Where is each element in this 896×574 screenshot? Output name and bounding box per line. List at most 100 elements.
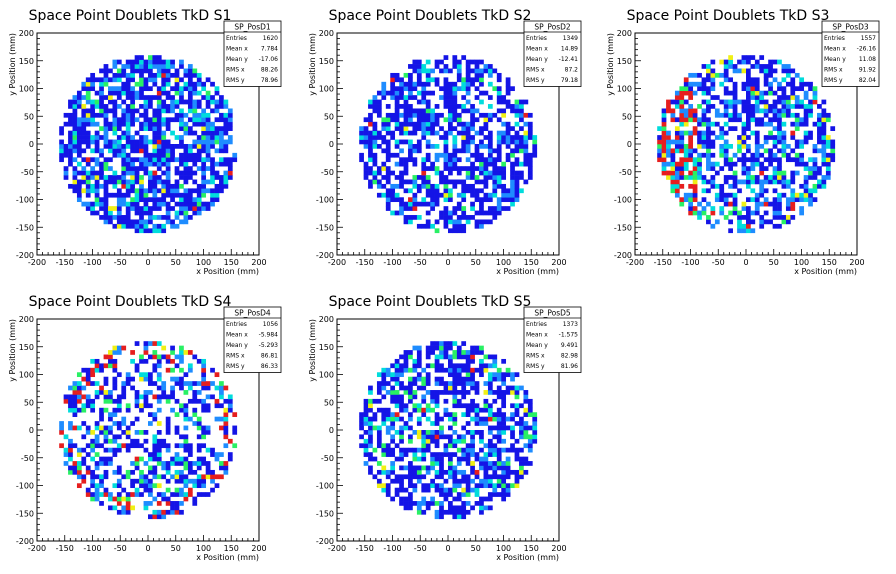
heatmap-cell <box>465 81 471 87</box>
heatmap-cell <box>701 77 707 83</box>
heatmap-cell <box>201 130 207 136</box>
heatmap-cell <box>701 144 707 149</box>
heatmap-cell <box>81 126 87 131</box>
heatmap-cell <box>519 112 524 118</box>
heatmap-cell <box>439 354 444 360</box>
heatmap-cell <box>661 152 667 158</box>
heatmap-cell <box>456 390 462 395</box>
heatmap-cell <box>710 175 716 180</box>
heatmap-cell <box>679 139 685 145</box>
heatmap-cell <box>479 434 484 440</box>
heatmap-cell <box>412 465 418 471</box>
y-tick-label: -100 <box>316 482 334 491</box>
heatmap-cell <box>130 385 135 391</box>
heatmap-cell <box>470 139 475 145</box>
heatmap-cell <box>803 175 809 180</box>
heatmap-cell <box>434 192 440 198</box>
heatmap-cell <box>183 381 189 386</box>
heatmap-cell <box>90 469 96 475</box>
heatmap-cell <box>519 144 524 149</box>
heatmap-cell <box>772 139 778 145</box>
heatmap-cell <box>412 430 418 435</box>
heatmap-cell <box>68 130 73 136</box>
heatmap-cell <box>505 90 511 96</box>
heatmap-cell <box>439 465 444 471</box>
heatmap-cell <box>768 81 773 87</box>
heatmap-cell <box>785 104 791 109</box>
heatmap-cell <box>214 416 220 422</box>
heatmap-cell <box>390 77 396 83</box>
heatmap-cell <box>363 421 369 426</box>
heatmap-cell <box>501 398 507 404</box>
heatmap-cell <box>116 407 122 413</box>
heatmap-cell <box>394 90 400 96</box>
heatmap-cell <box>501 121 507 127</box>
heatmap-cell <box>448 363 453 369</box>
heatmap-cell <box>408 492 413 497</box>
heatmap-cell <box>223 443 229 449</box>
heatmap-cell <box>439 345 444 351</box>
heatmap-cell <box>205 179 211 185</box>
heatmap-cell <box>139 157 144 163</box>
heatmap-cell <box>381 139 387 145</box>
heatmap-cell <box>112 112 118 118</box>
heatmap-cell <box>134 363 140 369</box>
heatmap-cell <box>108 175 113 180</box>
heatmap-cell <box>657 157 662 163</box>
heatmap-cell <box>196 434 202 440</box>
heatmap-cell <box>487 403 493 409</box>
heatmap-cell <box>514 452 520 457</box>
heatmap-cell <box>170 509 175 515</box>
heatmap-cell <box>777 135 782 140</box>
heatmap-cell <box>403 425 409 431</box>
stats-row-value: 81.96 <box>561 363 578 370</box>
heatmap-cell <box>363 130 369 136</box>
heatmap-cell <box>143 161 149 167</box>
heatmap-cell <box>192 496 198 502</box>
heatmap-cell <box>710 206 716 211</box>
heatmap-cell <box>223 465 229 471</box>
heatmap-cell <box>479 139 484 145</box>
heatmap-cell <box>416 474 422 480</box>
heatmap-cell <box>470 350 475 355</box>
heatmap-cell <box>99 390 104 395</box>
heatmap-cell <box>443 157 449 163</box>
heatmap-cell <box>697 175 702 180</box>
x-tick-label: 200 <box>849 258 864 267</box>
heatmap-cell <box>519 465 524 471</box>
heatmap-cell <box>772 112 778 118</box>
heatmap-cell <box>103 492 109 497</box>
heatmap-cell <box>403 385 409 391</box>
heatmap-cell <box>461 86 467 92</box>
heatmap-cell <box>390 197 396 203</box>
heatmap-cell <box>130 117 135 123</box>
heatmap-cell <box>223 148 229 154</box>
heatmap-cell <box>479 68 484 74</box>
heatmap-cell <box>688 139 694 145</box>
heatmap-cell <box>130 144 135 149</box>
heatmap-cell <box>732 126 738 131</box>
heatmap-cell <box>139 126 144 131</box>
heatmap-cell <box>390 496 396 502</box>
heatmap-cell <box>94 157 100 163</box>
heatmap-cell <box>728 55 733 60</box>
heatmap-cell <box>790 206 796 211</box>
heatmap-cell <box>99 175 104 180</box>
heatmap-cell <box>399 354 404 360</box>
heatmap-cell <box>192 381 198 386</box>
heatmap-cell <box>179 509 184 515</box>
heatmap-cell <box>496 407 502 413</box>
heatmap-cell <box>408 350 413 355</box>
heatmap-cell <box>376 381 382 386</box>
heatmap-cell <box>103 407 109 413</box>
heatmap-cell <box>479 505 484 511</box>
heatmap-cell <box>381 465 387 471</box>
y-tick-label: 50 <box>324 112 334 121</box>
heatmap-cell <box>183 403 189 409</box>
heatmap-cell <box>85 492 91 497</box>
heatmap-cell <box>425 372 431 378</box>
heatmap-cell <box>683 192 689 198</box>
heatmap-cell <box>759 95 765 100</box>
heatmap-cell <box>179 157 184 163</box>
heatmap-cell <box>196 201 202 207</box>
